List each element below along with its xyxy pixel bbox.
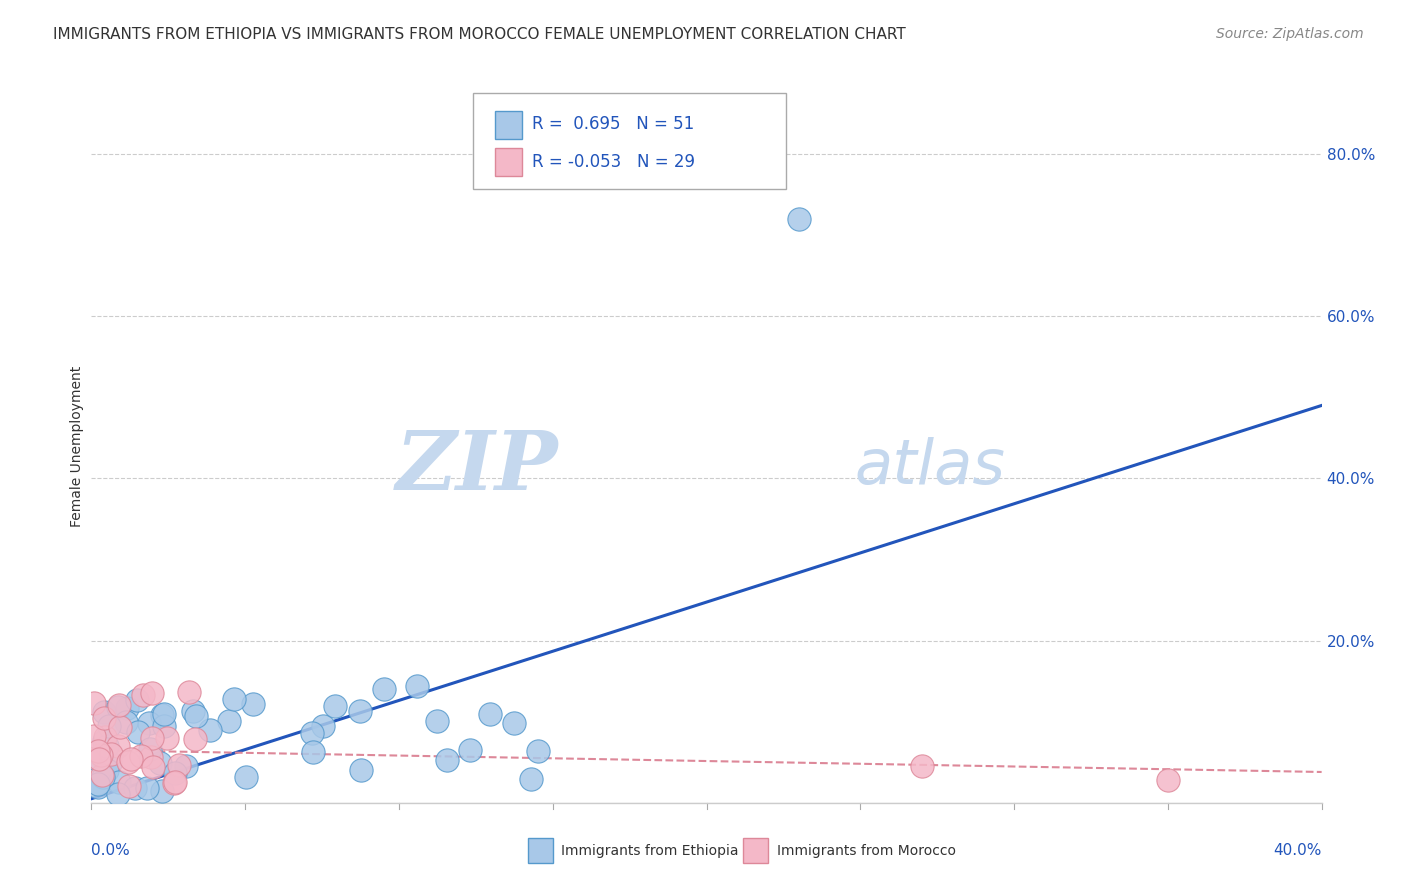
Point: [169, 758, 191, 772]
Point: [350, 764, 373, 778]
Point: [120, 752, 142, 766]
Point: [149, 756, 172, 770]
Point: [125, 693, 148, 707]
Point: [527, 744, 550, 758]
Point: [107, 699, 129, 714]
Bar: [495, 148, 522, 177]
Point: [115, 714, 138, 729]
Point: [90, 748, 112, 763]
Point: [91, 768, 114, 782]
Point: [218, 714, 240, 728]
Point: [222, 692, 245, 706]
Point: [405, 679, 427, 693]
Point: [127, 724, 149, 739]
Point: [118, 779, 141, 793]
Text: R =  0.695   N = 51: R = 0.695 N = 51: [531, 115, 695, 133]
Point: [107, 698, 129, 712]
Text: Immigrants from Ethiopia: Immigrants from Ethiopia: [561, 844, 738, 857]
Bar: [744, 838, 768, 863]
Point: [302, 745, 325, 759]
Bar: [495, 111, 522, 139]
Point: [98, 756, 121, 770]
Point: [83, 696, 105, 710]
Text: Immigrants from Morocco: Immigrants from Morocco: [776, 844, 956, 857]
Point: [150, 707, 173, 722]
Point: [139, 742, 162, 756]
Point: [93, 706, 115, 720]
Point: [129, 748, 152, 763]
Point: [86, 777, 108, 791]
Point: [198, 723, 221, 737]
Point: [117, 755, 139, 769]
Point: [502, 715, 524, 730]
Point: [141, 686, 163, 700]
Point: [107, 739, 129, 753]
Point: [100, 747, 122, 761]
Point: [94, 730, 117, 744]
Point: [93, 711, 115, 725]
Point: [181, 704, 204, 718]
Point: [911, 759, 934, 773]
Bar: [529, 838, 553, 863]
Point: [83, 729, 105, 743]
Point: [242, 697, 264, 711]
Point: [153, 707, 176, 722]
Point: [132, 688, 155, 702]
Point: [93, 734, 115, 748]
Point: [138, 716, 160, 731]
Point: [349, 705, 371, 719]
Point: [426, 714, 449, 728]
Text: ZIP: ZIP: [396, 427, 558, 508]
Point: [519, 772, 541, 787]
Text: 40.0%: 40.0%: [1274, 843, 1322, 858]
Point: [174, 758, 197, 772]
Point: [96, 739, 118, 754]
Point: [86, 780, 108, 794]
Point: [787, 211, 810, 226]
Point: [156, 731, 179, 746]
Point: [124, 780, 146, 795]
Point: [312, 718, 335, 732]
Point: [301, 726, 323, 740]
Point: [179, 685, 201, 699]
Point: [141, 731, 163, 745]
Text: IMMIGRANTS FROM ETHIOPIA VS IMMIGRANTS FROM MOROCCO FEMALE UNEMPLOYMENT CORRELAT: IMMIGRANTS FROM ETHIOPIA VS IMMIGRANTS F…: [53, 27, 907, 42]
Point: [108, 775, 131, 789]
FancyBboxPatch shape: [472, 93, 786, 189]
Point: [184, 731, 207, 746]
Point: [141, 750, 163, 764]
Text: atlas: atlas: [853, 437, 1005, 498]
Point: [97, 719, 120, 733]
Point: [235, 770, 257, 784]
Point: [107, 787, 129, 801]
Point: [325, 698, 347, 713]
Point: [108, 720, 131, 734]
Point: [163, 774, 186, 789]
Point: [458, 742, 481, 756]
Point: [373, 681, 395, 696]
Point: [91, 770, 114, 784]
Point: [87, 752, 110, 766]
Text: 0.0%: 0.0%: [91, 843, 131, 858]
Y-axis label: Female Unemployment: Female Unemployment: [70, 366, 84, 526]
Point: [150, 783, 173, 797]
Point: [142, 760, 165, 774]
Point: [184, 708, 207, 723]
Point: [436, 753, 458, 767]
Point: [96, 763, 118, 777]
Point: [117, 701, 139, 715]
Point: [163, 776, 186, 790]
Text: R = -0.053   N = 29: R = -0.053 N = 29: [531, 153, 695, 171]
Point: [163, 766, 186, 780]
Point: [1157, 773, 1180, 788]
Text: Source: ZipAtlas.com: Source: ZipAtlas.com: [1216, 27, 1364, 41]
Point: [86, 753, 108, 767]
Point: [478, 707, 501, 722]
Point: [135, 781, 157, 796]
Point: [87, 744, 110, 758]
Point: [153, 719, 176, 733]
